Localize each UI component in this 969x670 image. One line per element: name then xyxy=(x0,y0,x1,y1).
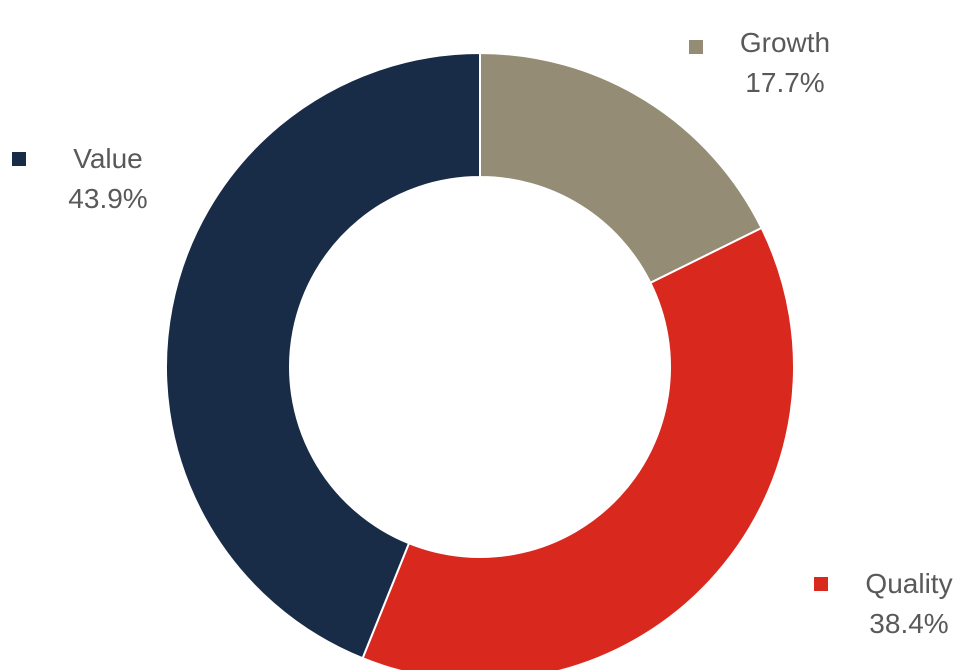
legend-marker-quality xyxy=(814,577,828,591)
label-value: Value 43.9% xyxy=(12,143,148,214)
value-label-growth: 17.7% xyxy=(745,67,824,98)
category-label-quality: Quality xyxy=(865,568,952,599)
slice-labels: Growth 17.7% Quality 38.4% Value 43.9% xyxy=(12,27,953,639)
legend-marker-value xyxy=(12,152,26,166)
slice-value xyxy=(165,51,481,660)
label-quality: Quality 38.4% xyxy=(814,568,953,639)
legend-marker-growth xyxy=(689,40,703,54)
category-label-value: Value xyxy=(73,143,143,174)
value-label-quality: 38.4% xyxy=(869,608,948,639)
slice-quality xyxy=(361,226,795,670)
value-label-value: 43.9% xyxy=(68,183,147,214)
category-label-growth: Growth xyxy=(740,27,830,58)
slice-growth xyxy=(479,51,763,285)
label-growth: Growth 17.7% xyxy=(689,27,830,98)
donut-slices xyxy=(165,51,795,670)
